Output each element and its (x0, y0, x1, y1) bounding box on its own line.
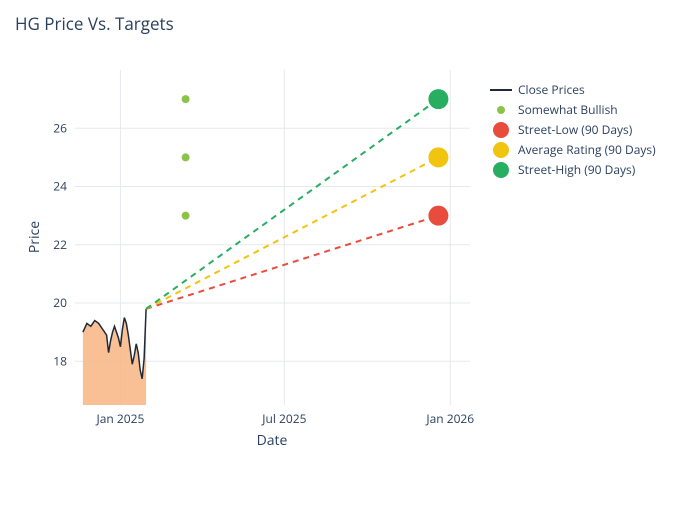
somewhat-bullish-dots (182, 95, 190, 220)
x-axis-ticks: Jan 2025 Jul 2025 Jan 2026 (96, 410, 475, 427)
svg-text:18: 18 (53, 352, 67, 369)
close-prices-series (83, 309, 146, 405)
svg-text:22: 22 (53, 236, 67, 253)
svg-text:Jan 2025: Jan 2025 (96, 410, 145, 427)
svg-text:Somewhat Bullish: Somewhat Bullish (518, 101, 618, 118)
svg-text:Jul 2025: Jul 2025 (261, 410, 306, 427)
projection-lines (146, 89, 448, 309)
svg-text:Close Prices: Close Prices (518, 81, 585, 98)
y-axis-ticks: 18 20 22 24 26 (53, 119, 67, 369)
svg-text:Street-Low (90 Days): Street-Low (90 Days) (518, 121, 633, 138)
svg-text:Average Rating (90 Days): Average Rating (90 Days) (518, 141, 656, 158)
chart-svg: HG Price Vs. Targets 18 20 22 24 26 Jan 2025… (0, 0, 700, 500)
chart-title: HG Price Vs. Targets (15, 12, 174, 35)
y-axis-label: Price (25, 221, 44, 253)
chart-container: HG Price Vs. Targets 18 20 22 24 26 Jan 2025… (0, 0, 700, 500)
svg-text:Street-High (90 Days): Street-High (90 Days) (518, 161, 636, 178)
chart-legend: Close Prices Somewhat Bullish Street-Low (… (490, 81, 656, 178)
svg-text:24: 24 (53, 178, 67, 195)
svg-text:20: 20 (53, 294, 67, 311)
svg-text:Jan 2026: Jan 2026 (425, 410, 474, 427)
svg-text:26: 26 (53, 119, 67, 136)
x-axis-label: Date (257, 431, 288, 450)
